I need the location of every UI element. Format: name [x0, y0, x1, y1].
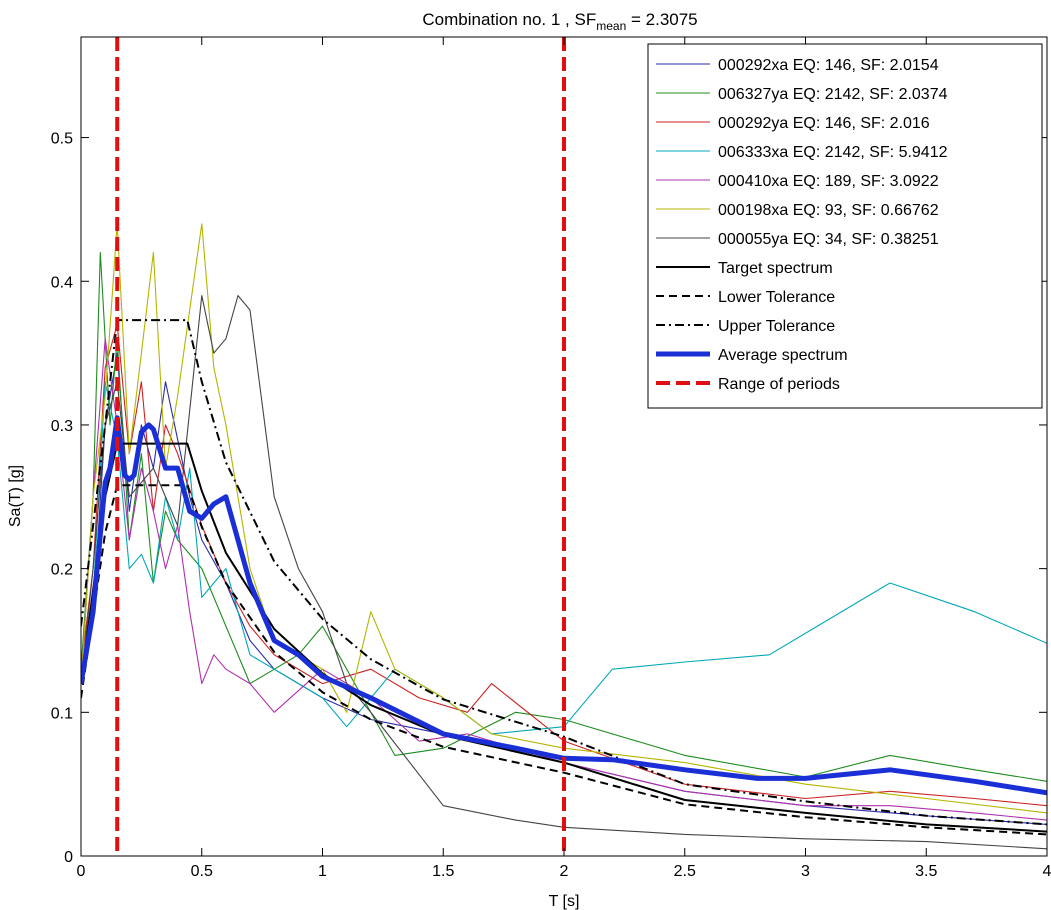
- series-layer: [81, 37, 1047, 856]
- legend-entry-000055ya-eq-34-sf-0-38251: 000055ya EQ: 34, SF: 0.38251: [718, 231, 939, 248]
- x-axis: 0 0.5 1 1.5 2 2.5 3 3.5 4: [77, 37, 1051, 880]
- x-tick-label: 4: [1043, 863, 1051, 880]
- legend-entry-lower-tolerance: Lower Tolerance: [718, 289, 835, 306]
- x-tick-label: 3: [801, 863, 810, 880]
- legend-entry-006333xa-eq-2142-sf-5-9412: 006333xa EQ: 2142, SF: 5.9412: [718, 144, 948, 161]
- y-tick-label: 0: [64, 849, 73, 866]
- y-axis-label: Sa(T) [g]: [7, 465, 24, 527]
- series-line-6: [81, 223, 1047, 814]
- legend-entry-000292xa-eq-146-sf-2-0154: 000292xa EQ: 146, SF: 2.0154: [718, 57, 939, 74]
- y-axis: 0 0.1 0.2 0.3 0.4 0.5: [51, 131, 1047, 866]
- x-tick-label: 2: [560, 863, 569, 880]
- legend-entry-006327ya-eq-2142-sf-2-0374: 006327ya EQ: 2142, SF: 2.0374: [718, 86, 948, 103]
- y-tick-label: 0.4: [51, 274, 73, 291]
- series-line-11: [81, 415, 1047, 796]
- x-tick-label: 2.5: [674, 863, 696, 880]
- legend-entry-average-spectrum: Average spectrum: [718, 347, 848, 364]
- legend-entry-range-of-periods: Range of periods: [718, 376, 840, 393]
- x-tick-label: 0.5: [191, 863, 213, 880]
- y-tick-label: 0.2: [51, 562, 73, 579]
- x-axis-label: T [s]: [549, 893, 580, 910]
- legend-entry-000292ya-eq-146-sf-2-016: 000292ya EQ: 146, SF: 2.016: [718, 115, 930, 132]
- legend-box: [647, 43, 1043, 409]
- series-line-3: [81, 323, 1047, 807]
- series-line-8: [81, 442, 1047, 833]
- y-tick-label: 0.1: [51, 705, 73, 722]
- x-tick-label: 0: [77, 863, 86, 880]
- series-line-4: [81, 381, 1047, 735]
- series-line-9: [81, 484, 1047, 836]
- x-tick-label: 1: [318, 863, 327, 880]
- x-tick-label: 3.5: [915, 863, 937, 880]
- chart-title: Combination no. 1 , SFmean = 2.3075: [422, 10, 697, 33]
- series-line-5: [81, 338, 1047, 821]
- series-line-10: [81, 319, 1047, 826]
- legend: 000292xa EQ: 146, SF: 2.0154 006327ya EQ:…: [647, 43, 1043, 409]
- x-tick-label: 1.5: [432, 863, 454, 880]
- y-tick-label: 0.3: [51, 418, 73, 435]
- legend-entry-target-spectrum: Target spectrum: [718, 260, 833, 277]
- legend-entry-000410xa-eq-189-sf-3-0922: 000410xa EQ: 189, SF: 3.0922: [718, 173, 939, 190]
- y-tick-label: 0.5: [51, 131, 73, 148]
- legend-entry-upper-tolerance: Upper Tolerance: [718, 318, 835, 335]
- legend-entry-000198xa-eq-93-sf-0-66762: 000198xa EQ: 93, SF: 0.66762: [718, 202, 939, 219]
